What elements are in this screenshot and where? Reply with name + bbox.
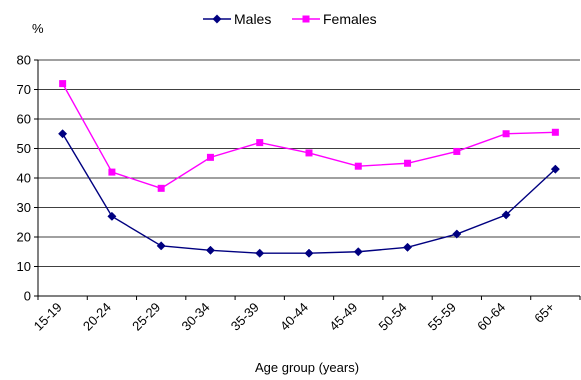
y-tick-label: 30 (17, 200, 31, 215)
series-line-females (62, 83, 556, 190)
y-tick-label: 20 (17, 230, 31, 245)
legend-item-females: Females (292, 11, 377, 27)
males-point (501, 210, 511, 220)
x-tick-labels: 15-19 20-24 25-29 30-34 35-39 40-44 45-49 50-54… (31, 300, 558, 334)
y-tick-label: 50 (17, 141, 31, 156)
y-axis-title: % (32, 21, 44, 36)
x-tick-label: 20-24 (80, 300, 114, 334)
series-females (59, 80, 559, 192)
legend-item-males: Males (203, 11, 271, 27)
males-point (107, 211, 117, 221)
males-point (205, 245, 216, 255)
y-tick-labels: 0 10 20 30 40 50 60 70 80 (17, 53, 31, 304)
y-tick-label: 80 (17, 53, 31, 68)
males-point (255, 248, 265, 258)
males-point (156, 241, 166, 251)
females-point (59, 80, 67, 88)
x-tick-label: 40-44 (277, 300, 311, 334)
males-point (353, 247, 363, 257)
females-point (305, 149, 313, 157)
females-point (354, 162, 362, 170)
females-point (404, 159, 412, 167)
males-point (58, 129, 68, 139)
x-tick-label: 25-29 (129, 300, 163, 334)
males-point (452, 229, 462, 239)
legend-label-males: Males (234, 11, 271, 27)
females-point (502, 130, 510, 138)
females-point (206, 153, 214, 161)
y-tick-label: 0 (24, 289, 31, 304)
y-tick-label: 10 (17, 259, 31, 274)
females-point (256, 139, 264, 147)
females-point (108, 168, 116, 176)
x-tick-label: 15-19 (31, 300, 65, 334)
gridlines (38, 59, 580, 267)
females-point (453, 147, 461, 155)
series-males (58, 129, 560, 258)
series-group (58, 80, 560, 258)
x-tick-label: 60-64 (474, 300, 508, 334)
legend-label-females: Females (323, 11, 377, 27)
axes (34, 59, 581, 300)
males-point (304, 248, 314, 258)
y-tick-label: 40 (17, 171, 31, 186)
x-tick-label: 50-54 (376, 300, 410, 334)
females-point (157, 184, 165, 192)
legend-marker-females (302, 15, 310, 23)
x-tick-label: 45-49 (326, 300, 360, 334)
males-point (402, 242, 413, 252)
x-axis-title: Age group (years) (255, 360, 359, 375)
y-tick-label: 70 (17, 82, 31, 97)
x-tick-label: 35-39 (228, 300, 262, 334)
legend: Males Females (203, 11, 377, 27)
legend-marker-males (212, 14, 222, 24)
males-point (550, 164, 560, 174)
females-point (551, 128, 559, 136)
x-tick-label: 55-59 (425, 300, 459, 334)
x-tick-label: 65+ (531, 300, 557, 326)
x-tick-label: 30-34 (178, 300, 212, 334)
y-tick-label: 60 (17, 112, 31, 127)
